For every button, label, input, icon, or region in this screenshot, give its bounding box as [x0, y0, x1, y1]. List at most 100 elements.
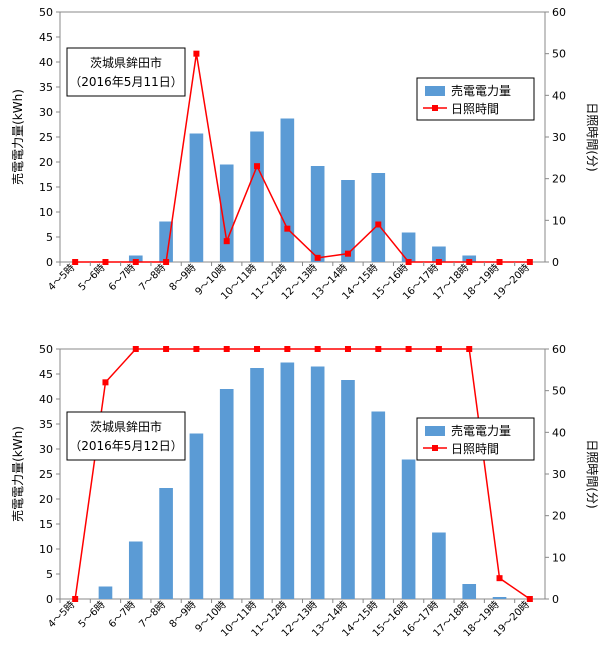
y2-tick-label: 40: [552, 426, 566, 439]
y-tick-label: 45: [39, 368, 53, 381]
y-axis-label: 売電電力量(kWh): [10, 89, 25, 185]
y-tick-label: 50: [39, 6, 53, 19]
y2-tick-label: 50: [552, 48, 566, 61]
y-tick-label: 0: [46, 256, 53, 269]
bar: [401, 232, 416, 262]
y-tick-label: 10: [39, 543, 53, 556]
line-point: [526, 596, 533, 602]
y2-tick-label: 10: [552, 214, 566, 227]
line-point: [193, 346, 200, 352]
bar: [189, 433, 204, 599]
y-tick-label: 40: [39, 56, 53, 69]
bar: [310, 366, 325, 599]
y-tick-label: 0: [46, 593, 53, 606]
bar: [219, 164, 234, 262]
bar: [432, 532, 446, 599]
info-box: [66, 411, 186, 461]
y-tick-label: 5: [46, 568, 53, 581]
info-location: 茨城県鉾田市: [90, 55, 162, 70]
sunshine-line: [74, 348, 531, 600]
bar: [371, 411, 386, 599]
y2-tick-label: 20: [552, 173, 566, 186]
x-tick-label: 6～7時: [106, 599, 138, 631]
y2-tick-label: 30: [552, 131, 566, 144]
y2-tick-label: 60: [552, 343, 566, 356]
y-tick-label: 35: [39, 418, 53, 431]
y-tick-label: 25: [39, 131, 53, 144]
x-tick-label: 5～6時: [76, 599, 108, 631]
line-point: [223, 346, 230, 352]
line-point: [405, 346, 412, 352]
bar: [341, 180, 355, 262]
y2-tick-label: 0: [552, 256, 559, 269]
y-axis-label: 売電電力量(kWh): [10, 426, 25, 522]
line-point: [254, 346, 261, 352]
line-point: [375, 346, 382, 352]
y-tick-label: 30: [39, 106, 53, 119]
bar: [128, 255, 143, 262]
line-point: [526, 259, 533, 265]
bar: [432, 246, 446, 262]
legend-bar-swatch: [425, 426, 445, 436]
legend-bar-swatch: [425, 86, 445, 96]
line-point: [435, 259, 442, 265]
legend-line-marker: [432, 105, 438, 111]
legend-box: [416, 77, 535, 121]
bar: [280, 362, 295, 599]
y-tick-label: 25: [39, 468, 53, 481]
line-point: [435, 346, 442, 352]
bar: [159, 221, 173, 262]
bar: [250, 368, 264, 599]
info-location: 茨城県鉾田市: [90, 419, 162, 434]
bar: [462, 255, 477, 262]
line-point: [284, 346, 291, 352]
y2-tick-label: 30: [552, 468, 566, 481]
line-point: [314, 346, 321, 352]
y2-tick-label: 50: [552, 385, 566, 398]
y-tick-label: 20: [39, 156, 53, 169]
y-tick-label: 5: [46, 231, 53, 244]
y2-tick-label: 20: [552, 510, 566, 523]
line-point: [284, 225, 291, 232]
y2-tick-label: 60: [552, 6, 566, 19]
y2-axis-label: 日照時間(分): [585, 102, 599, 171]
line-point: [163, 346, 170, 352]
bar: [371, 173, 386, 262]
y-tick-label: 20: [39, 493, 53, 506]
line-point: [314, 254, 321, 261]
bar: [219, 389, 234, 599]
bar: [280, 118, 295, 262]
bar: [401, 459, 416, 599]
bar: [159, 488, 173, 599]
bar: [128, 541, 143, 599]
info-date: （2016年5月12日）: [69, 439, 182, 453]
y-tick-label: 15: [39, 181, 53, 194]
x-tick-label: 6～7時: [106, 262, 138, 294]
bar: [189, 133, 204, 262]
line-point: [466, 259, 473, 265]
line-point: [102, 259, 109, 265]
info-box: [66, 47, 186, 97]
y-tick-label: 35: [39, 81, 53, 94]
y-tick-label: 40: [39, 393, 53, 406]
y-tick-label: 45: [39, 31, 53, 44]
legend-bar-label: 売電電力量: [451, 83, 511, 98]
y2-tick-label: 10: [552, 551, 566, 564]
y2-tick-label: 0: [552, 593, 559, 606]
line-point: [496, 259, 503, 265]
legend-line-marker: [432, 445, 438, 451]
x-tick-label: 7～8時: [137, 262, 169, 294]
info-date: （2016年5月11日）: [69, 75, 182, 89]
line-point: [193, 50, 200, 57]
legend-line-label: 日照時間: [451, 102, 499, 116]
bar: [98, 586, 113, 599]
bar: [492, 597, 507, 599]
bar: [250, 131, 264, 262]
y-tick-label: 10: [39, 206, 53, 219]
line-point: [405, 259, 412, 265]
line-point: [344, 346, 351, 352]
y-tick-label: 15: [39, 518, 53, 531]
